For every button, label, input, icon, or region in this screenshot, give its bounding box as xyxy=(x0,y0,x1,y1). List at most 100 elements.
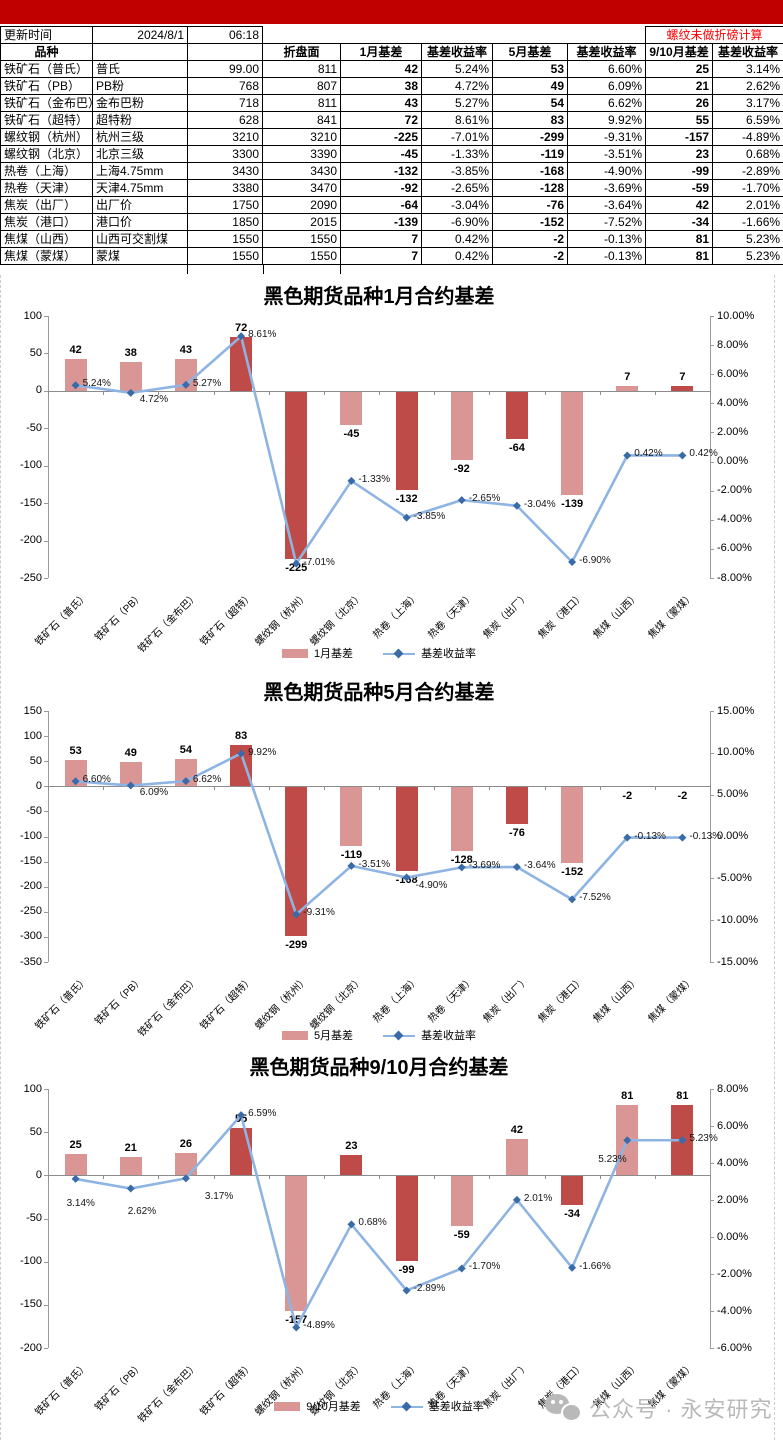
value-cell: 768 xyxy=(187,77,263,95)
line-marker-diamond xyxy=(292,910,301,919)
value-cell: 21 xyxy=(645,77,714,95)
y2-axis-tick-label: 15.00% xyxy=(717,704,755,717)
y-axis-tick-label: 150 xyxy=(23,704,42,717)
y-axis-tick-mark xyxy=(44,390,48,392)
y-axis-tick-label: 50 xyxy=(29,754,42,767)
y-axis-tick-label: -100 xyxy=(19,830,42,842)
value-cell: 3430 xyxy=(262,162,341,180)
value-cell: -1.33% xyxy=(421,145,493,163)
value-cell: -152 xyxy=(492,213,568,231)
table-row: 铁矿石（普氏） 普氏 99.00 811 42 5.24% 53 6.60% 25 3.14% xyxy=(0,60,783,78)
category-tick-mark xyxy=(268,390,270,395)
bar-label: -132 xyxy=(395,492,418,505)
value-cell: -45 xyxy=(340,145,422,163)
y2-axis-tick-label: -15.00% xyxy=(717,955,758,968)
value-cell: 3.14% xyxy=(712,60,783,78)
y-axis-tick-mark xyxy=(44,962,48,963)
value-cell: -4.90% xyxy=(566,162,647,180)
basis-yield-line xyxy=(71,1111,687,1332)
value-cell: -225 xyxy=(340,128,422,146)
variety-cell: 热卷（上海） xyxy=(0,162,93,180)
legend-bar-swatch xyxy=(281,1030,308,1040)
line-marker-diamond xyxy=(457,496,466,505)
y2-axis-tick-mark xyxy=(710,711,714,712)
value-cell: 3300 xyxy=(187,145,263,163)
line-marker-diamond xyxy=(402,873,411,882)
bar xyxy=(119,362,142,391)
y2-axis-tick-mark xyxy=(710,1237,714,1238)
col-header: 9/10月基差 xyxy=(645,43,714,61)
value-cell: 1550 xyxy=(262,230,341,248)
table-row: 螺纹钢（杭州） 杭州三级 3210 3210 -225 -7.01% -299 -9.31% -… xyxy=(0,128,783,146)
bar-label: -64 xyxy=(508,441,525,454)
value-cell: 811 xyxy=(262,60,341,78)
y2-axis-tick-label: 8.00% xyxy=(717,1082,749,1095)
bar xyxy=(174,1152,197,1176)
value-cell: 43 xyxy=(340,94,422,112)
line-marker-diamond xyxy=(678,833,687,842)
legend-line-label: 基差收益率 xyxy=(428,1401,484,1413)
value-cell: 5.23% xyxy=(712,230,783,248)
bar xyxy=(561,786,584,863)
legend-line-swatch xyxy=(383,1030,416,1040)
page-break-line-left xyxy=(0,275,1,1440)
pct-label: -9.31% xyxy=(303,907,335,919)
value-cell: 金布巴粉 xyxy=(92,94,188,112)
pct-label: -2.65% xyxy=(468,493,501,505)
value-cell: -6.90% xyxy=(421,213,493,231)
update-clock: 06:18 xyxy=(187,26,263,44)
y-axis-tick-mark xyxy=(44,861,48,863)
variety-cell: 铁矿石（金布巴） xyxy=(0,94,93,112)
value-cell: 83 xyxy=(492,111,568,129)
y2-axis-tick-label: 5.00% xyxy=(717,788,749,801)
line-marker-diamond xyxy=(237,332,246,341)
category-tick-mark xyxy=(379,390,380,395)
y-axis-tick-label: -150 xyxy=(19,1298,42,1311)
category-tick-mark xyxy=(268,786,270,791)
variety-cell: 焦煤（蒙煤） xyxy=(0,247,93,265)
legend-bar-label: 1月基差 xyxy=(313,648,354,660)
value-cell: 3.17% xyxy=(712,94,783,112)
pct-label: 0.42% xyxy=(689,448,718,460)
bar xyxy=(119,1157,142,1176)
bar-label: 43 xyxy=(179,343,193,356)
value-cell: 4.72% xyxy=(421,77,493,95)
pct-label: 3.14% xyxy=(66,1197,95,1209)
value-cell: 54 xyxy=(492,94,568,112)
y2-axis-tick-label: 0.00% xyxy=(717,1230,749,1243)
y-axis-tick-label: 50 xyxy=(29,346,42,359)
line-marker-diamond xyxy=(402,1286,411,1295)
y2-axis-tick-label: 2.00% xyxy=(717,1193,749,1206)
bar-label: 7 xyxy=(624,370,631,383)
basis-yield-line xyxy=(71,332,687,568)
line-marker-diamond xyxy=(512,862,521,871)
bar xyxy=(395,1175,418,1261)
bar-label: 54 xyxy=(179,744,193,757)
value-cell: 25 xyxy=(645,60,714,78)
value-cell: 6.60% xyxy=(566,60,647,78)
page-break-line-right xyxy=(774,275,775,1440)
pct-label: -1.70% xyxy=(468,1261,501,1273)
right-axis-line xyxy=(710,1089,711,1348)
variety-cell: 焦炭（港口） xyxy=(0,213,93,231)
category-tick-mark xyxy=(268,1175,270,1180)
chart-title: 黑色期货品种9/10月合约基差 xyxy=(249,1057,509,1079)
value-cell: 5.23% xyxy=(712,247,783,265)
variety-cell: 铁矿石（PB） xyxy=(0,77,93,95)
line-marker-diamond xyxy=(126,781,135,790)
value-cell: 3390 xyxy=(262,145,341,163)
line-marker-diamond xyxy=(181,1174,190,1183)
y2-axis-tick-label: -6.00% xyxy=(717,542,752,555)
bar xyxy=(505,786,528,825)
line-marker-diamond xyxy=(568,557,577,566)
bar-label: 7 xyxy=(679,370,686,383)
y-axis-tick-mark xyxy=(44,540,48,542)
line-marker-diamond xyxy=(457,863,466,872)
y-axis-tick-mark xyxy=(44,1175,48,1177)
pct-label: 2.62% xyxy=(127,1205,157,1217)
value-cell: -34 xyxy=(645,213,714,231)
legend-bar-swatch xyxy=(274,1401,301,1411)
y2-axis-tick-mark xyxy=(710,836,714,838)
value-cell: 38 xyxy=(340,77,422,95)
y2-axis-tick-mark xyxy=(710,548,714,550)
